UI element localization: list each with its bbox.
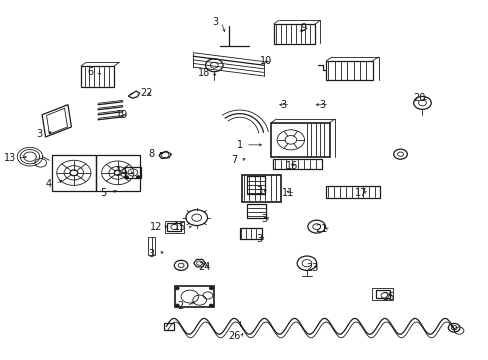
Text: 3: 3 [280, 100, 286, 110]
Text: 19: 19 [115, 111, 127, 121]
Bar [246, 176, 265, 194]
Text: 6: 6 [88, 67, 94, 77]
Text: 4: 4 [45, 179, 51, 189]
Bar [273, 24, 315, 44]
Text: 13: 13 [4, 153, 17, 163]
Bar [125, 167, 141, 178]
Text: 23: 23 [306, 263, 318, 273]
Text: 17: 17 [355, 188, 367, 198]
Circle shape [209, 304, 213, 307]
Text: 5: 5 [100, 188, 106, 198]
Text: 3: 3 [261, 215, 266, 224]
Text: 20: 20 [412, 93, 425, 103]
Bar [242, 175, 281, 202]
Circle shape [209, 287, 213, 290]
Bar [271, 123, 329, 157]
Text: 3: 3 [37, 129, 42, 139]
Circle shape [175, 287, 179, 290]
Text: 14: 14 [115, 167, 127, 177]
Text: 26: 26 [228, 331, 241, 341]
Text: 7: 7 [231, 155, 237, 165]
Text: 3: 3 [256, 186, 262, 197]
Circle shape [175, 304, 179, 307]
Bar [96, 155, 140, 191]
Bar [326, 60, 372, 80]
Bar [371, 288, 392, 301]
Bar [164, 221, 183, 233]
Text: 22: 22 [140, 88, 152, 98]
Bar [246, 204, 266, 218]
Bar [163, 323, 173, 329]
Bar [167, 223, 181, 231]
Bar [375, 291, 389, 298]
Text: 11: 11 [282, 188, 294, 198]
Text: 15: 15 [174, 222, 186, 232]
Text: 2: 2 [177, 301, 183, 311]
Bar [52, 155, 96, 191]
Text: 10: 10 [260, 55, 272, 66]
Bar [175, 286, 214, 307]
Text: 12: 12 [149, 222, 162, 232]
Text: 1: 1 [236, 140, 242, 150]
Text: 9: 9 [299, 23, 305, 33]
Bar [148, 237, 155, 255]
Text: 8: 8 [148, 149, 155, 159]
Text: 3: 3 [148, 248, 155, 258]
Bar [239, 228, 261, 239]
Bar [81, 66, 114, 87]
Text: 25: 25 [381, 292, 394, 302]
Circle shape [124, 176, 128, 179]
Text: 24: 24 [198, 262, 210, 272]
Bar [326, 186, 379, 198]
Text: 3: 3 [256, 234, 262, 244]
Circle shape [136, 176, 140, 179]
Text: 18: 18 [198, 68, 210, 78]
Text: 16: 16 [285, 161, 298, 171]
Text: 21: 21 [315, 224, 327, 234]
Bar [272, 159, 321, 169]
Text: 3: 3 [319, 100, 325, 110]
Text: 3: 3 [212, 17, 218, 27]
